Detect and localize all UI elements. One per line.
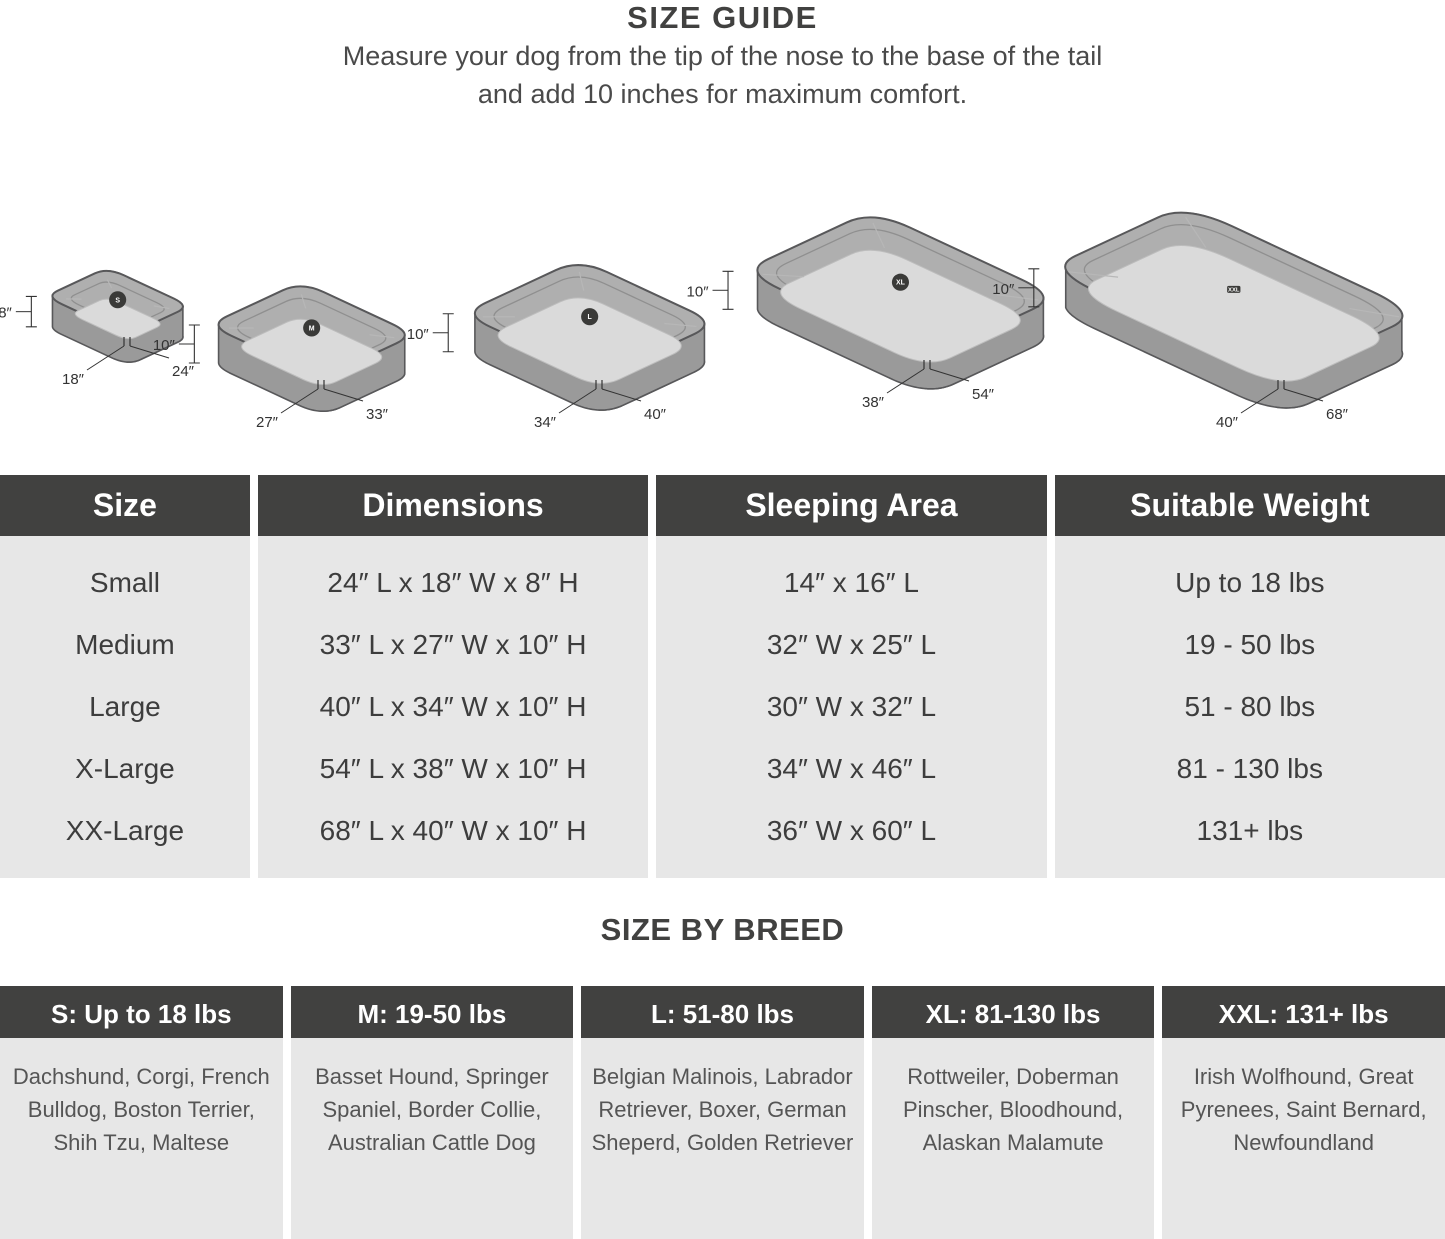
svg-text:40″: 40″ xyxy=(644,406,667,423)
svg-text:18″: 18″ xyxy=(62,371,85,388)
svg-text:24″: 24″ xyxy=(172,363,195,380)
svg-text:54″: 54″ xyxy=(972,386,995,403)
svg-text:10″: 10″ xyxy=(153,337,176,354)
svg-text:10″: 10″ xyxy=(407,326,430,343)
svg-text:S: S xyxy=(115,297,120,304)
svg-text:M: M xyxy=(309,325,315,332)
svg-text:XXL: XXL xyxy=(1228,287,1240,293)
svg-text:27″: 27″ xyxy=(256,414,279,431)
svg-text:L: L xyxy=(588,314,593,321)
svg-text:8″: 8″ xyxy=(0,305,13,322)
svg-text:33″: 33″ xyxy=(366,406,389,423)
svg-text:10″: 10″ xyxy=(992,281,1015,298)
svg-text:40″: 40″ xyxy=(1216,414,1239,431)
svg-text:68″: 68″ xyxy=(1326,406,1349,423)
svg-text:10″: 10″ xyxy=(687,283,710,300)
svg-text:38″: 38″ xyxy=(862,394,885,411)
svg-text:34″: 34″ xyxy=(534,414,557,431)
svg-text:XL: XL xyxy=(896,280,906,287)
